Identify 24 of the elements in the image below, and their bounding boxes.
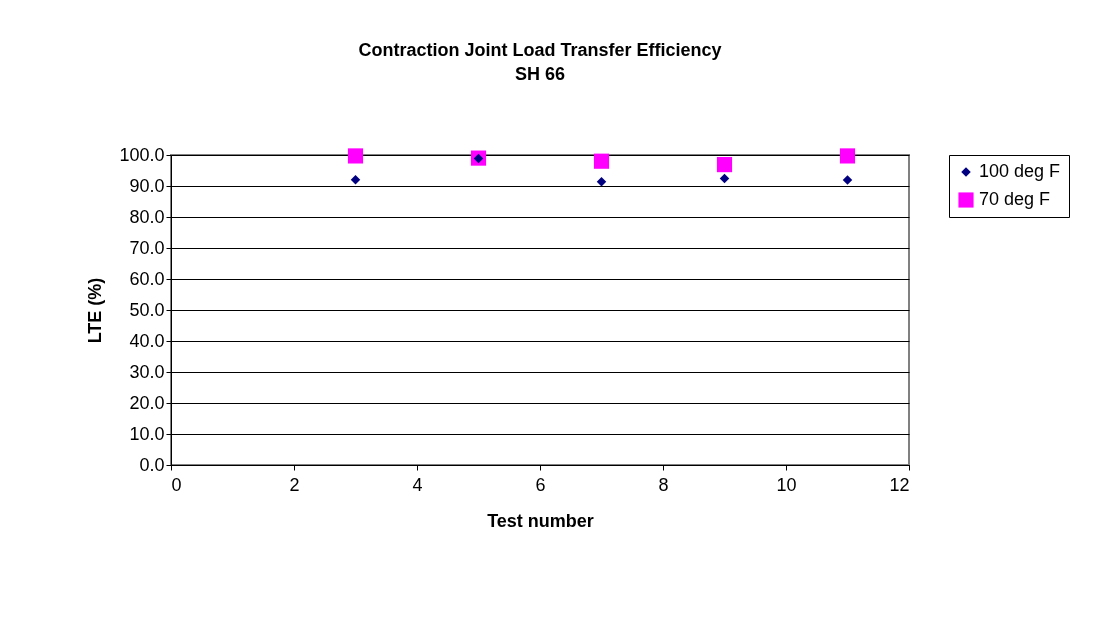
- y-tick-label: 100.0: [119, 144, 165, 165]
- legend-label: 70 deg F: [979, 189, 1051, 209]
- x-tick-label: 6: [535, 474, 546, 495]
- y-tick-label: 10.0: [129, 423, 165, 444]
- y-tick-label: 20.0: [129, 392, 165, 413]
- x-axis-title: Test number: [487, 510, 594, 531]
- x-tick-label: 0: [171, 474, 182, 495]
- y-axis-title: LTE (%): [85, 277, 106, 344]
- x-tick-label: 2: [289, 474, 300, 495]
- legend-label: 100 deg F: [979, 161, 1061, 181]
- y-tick-label: 0.0: [139, 454, 165, 475]
- y-tick-label: 80.0: [129, 206, 165, 227]
- y-tick-label: 70.0: [129, 237, 165, 258]
- x-tick-label: 4: [412, 474, 423, 495]
- x-tick-label: 10: [776, 474, 797, 495]
- y-tick-label: 90.0: [129, 175, 165, 196]
- y-tick-label: 40.0: [129, 330, 165, 351]
- x-tick-label: 8: [658, 474, 669, 495]
- chart-subtitle: SH 66: [514, 64, 566, 84]
- y-tick-label: 30.0: [129, 361, 165, 382]
- y-tick-label: 60.0: [129, 268, 165, 289]
- y-tick-label: 50.0: [129, 299, 165, 320]
- chart-title: Contraction Joint Load Transfer Efficiency: [358, 40, 722, 60]
- x-tick-label: 12: [889, 474, 910, 495]
